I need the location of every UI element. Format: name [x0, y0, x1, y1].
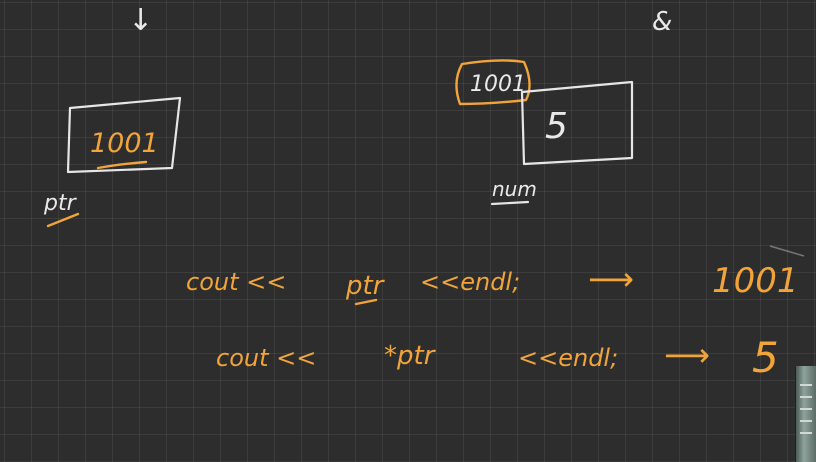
code-line-1-var-underline — [354, 298, 378, 306]
code-line-1-prefix: cout << — [186, 268, 286, 296]
ptr-value-underline — [96, 160, 148, 170]
side-scroll-handle[interactable] — [795, 366, 816, 462]
handle-grip-line — [800, 408, 812, 410]
code-line-2: cout << *ptr <<endl; ⟶ 5 — [216, 333, 779, 382]
num-label: num — [492, 177, 537, 201]
code-line-2-var: *ptr — [384, 341, 437, 371]
code-line-2-arrow: ⟶ — [664, 336, 710, 374]
code-line-2-prefix: cout << — [216, 344, 316, 372]
code-line-1-arrow: ⟶ — [588, 260, 634, 298]
handle-grip-line — [800, 384, 812, 386]
num-box — [520, 80, 634, 166]
ampersand-mark: & — [652, 7, 672, 37]
ptr-label: ptr — [43, 191, 78, 216]
handle-grip-line — [800, 396, 812, 398]
ptr-value: 1001 — [90, 128, 159, 159]
num-value: 5 — [545, 106, 568, 147]
handle-grip-line — [800, 420, 812, 422]
handle-grip-line — [800, 432, 812, 434]
code-line-1-output: 1001 — [712, 261, 799, 301]
ptr-box — [66, 96, 182, 174]
num-label-underline — [490, 200, 530, 206]
down-arrow-mark: ↓ — [128, 3, 153, 38]
code-line-2-output: 5 — [752, 333, 779, 382]
ptr-label-underline — [46, 212, 80, 228]
ptr-variable: 1001 ptr — [43, 96, 182, 228]
code-line-1-suffix: <<endl; — [420, 268, 520, 296]
code-line-2-suffix: <<endl; — [518, 344, 618, 372]
num-variable: 1001 5 num — [455, 59, 634, 206]
stray-pen-stroke — [769, 245, 805, 257]
code-line-1-var: ptr — [345, 271, 386, 301]
num-address-bubble — [455, 59, 531, 106]
code-line-1: cout << ptr <<endl; ⟶ 1001 — [186, 260, 799, 306]
num-address: 1001 — [470, 72, 526, 97]
